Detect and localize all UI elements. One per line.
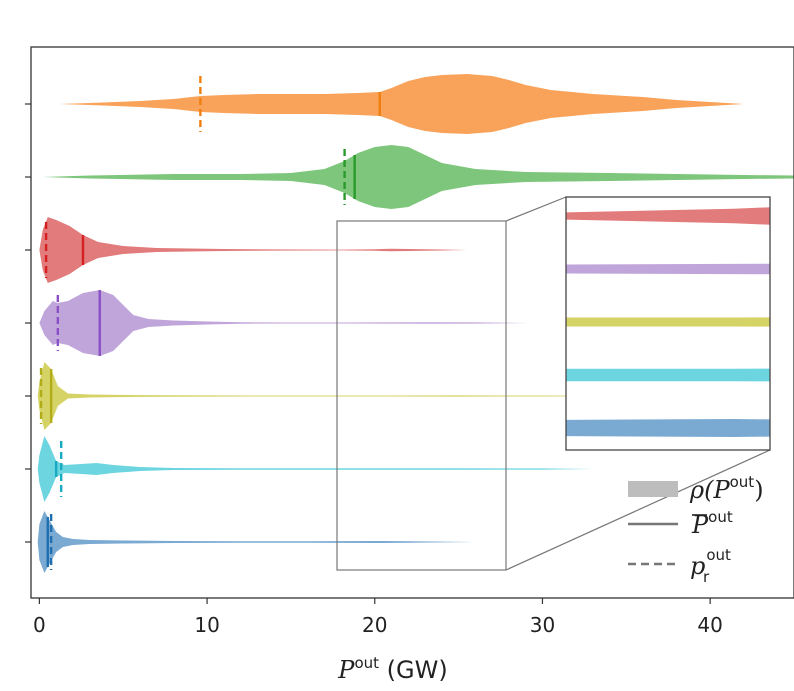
inset-violin-blue — [566, 419, 770, 437]
legend-mean-sup: out — [708, 508, 733, 526]
legend-reference-sup: out — [706, 546, 731, 564]
x-tick-label-0: 0 — [33, 613, 46, 637]
reference-line-layer — [39, 76, 381, 570]
violin-cyan — [37, 436, 593, 502]
violin-red — [39, 217, 468, 283]
violin-green — [42, 145, 794, 209]
legend: ρ(Pout) Pout pout r — [628, 473, 764, 586]
legend-density-text: ρ(P — [689, 476, 730, 504]
legend-density-swatch — [628, 481, 678, 497]
x-tick-label-40: 40 — [697, 613, 722, 637]
zoom-connector-bottom — [505, 449, 771, 571]
violin-purple — [39, 290, 530, 356]
violin-orange — [59, 74, 744, 134]
x-axis-label: Pout (GW) — [337, 654, 447, 684]
inset-violin-red — [566, 207, 770, 225]
x-axis-ticks: 0 10 20 30 40 — [33, 598, 723, 637]
violin-olive — [37, 362, 778, 430]
x-axis-label-sup: out — [354, 654, 379, 672]
x-axis-label-symbol: P — [337, 656, 355, 684]
x-axis-label-unit: (GW) — [379, 656, 448, 684]
violin-layer — [37, 74, 794, 573]
inset-violin-purple — [566, 263, 770, 275]
legend-reference-text: p — [690, 552, 705, 580]
legend-mean-label: Pout — [691, 508, 733, 539]
x-tick-label-10: 10 — [194, 613, 219, 637]
legend-density-sup: out — [730, 473, 755, 491]
legend-reference-sub: r — [703, 568, 710, 586]
inset-frame — [565, 196, 771, 451]
zoom-connector-top — [505, 196, 567, 222]
inset-layer — [566, 207, 770, 437]
inset-violin-olive — [566, 317, 770, 327]
legend-density-label: ρ(Pout) — [689, 473, 764, 504]
y-axis-ticks — [25, 103, 31, 543]
zoom-region-box — [336, 220, 507, 571]
inset-violin-cyan — [566, 368, 770, 382]
legend-density-close: ) — [754, 476, 763, 504]
legend-reference-label: pout r — [690, 546, 731, 586]
x-tick-label-30: 30 — [530, 613, 555, 637]
violin-blue — [37, 511, 476, 573]
legend-mean-text: P — [691, 511, 709, 539]
x-tick-label-20: 20 — [362, 613, 387, 637]
